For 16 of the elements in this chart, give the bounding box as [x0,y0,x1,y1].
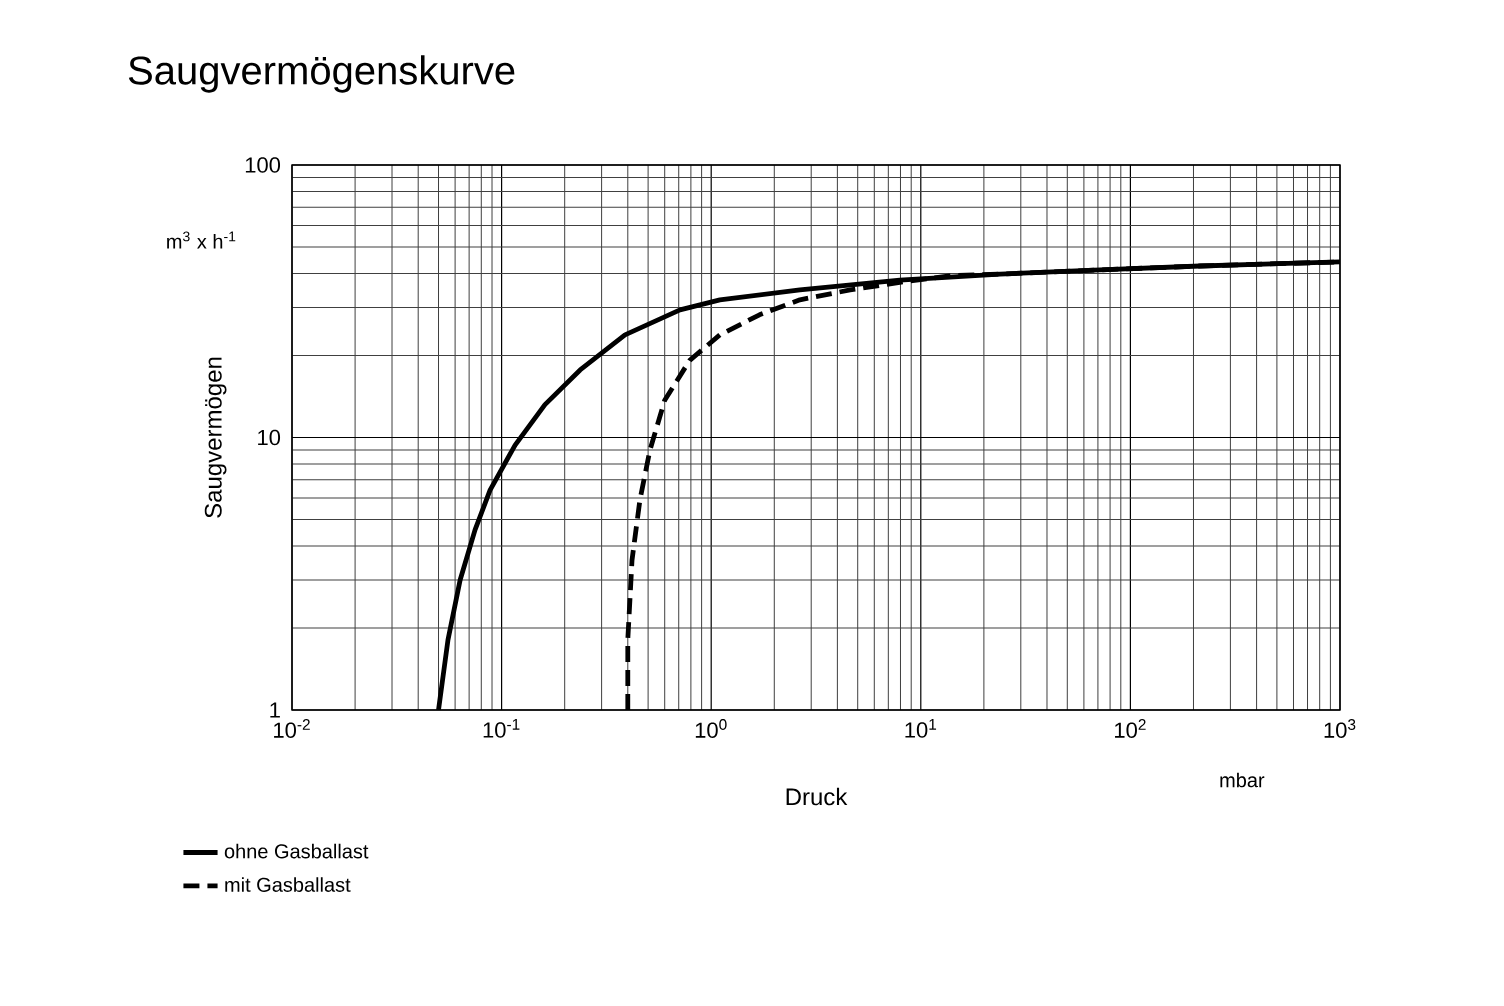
chart-title: Saugvermögenskurve [128,55,515,93]
x-tick-label: 10$^{-1}$ [483,719,520,738]
x-tick-label: 10$^{-2}$ [274,719,310,738]
y-tick-label: 100 [245,157,281,173]
x-tick-label: 10$^{0}$ [695,719,727,738]
legend-label: mit Gasballast [225,877,351,892]
y-tick-label: 1 [270,702,280,718]
y-tick-label: 10 [258,429,281,446]
x-tick-label: 10$^{2}$ [1115,719,1146,738]
legend-label: ohne Gasballast [224,843,369,859]
x-tick-label: 10$^{3}$ [1324,719,1356,738]
text: mbar [1220,772,1265,788]
y-axis-title: Saugvermögen [204,357,227,518]
x-axis-title: Druck [786,787,848,806]
text: m$^{3}$ x h$^{-1}$ [167,231,236,249]
x-tick-label: 10$^{1}$ [905,719,937,738]
